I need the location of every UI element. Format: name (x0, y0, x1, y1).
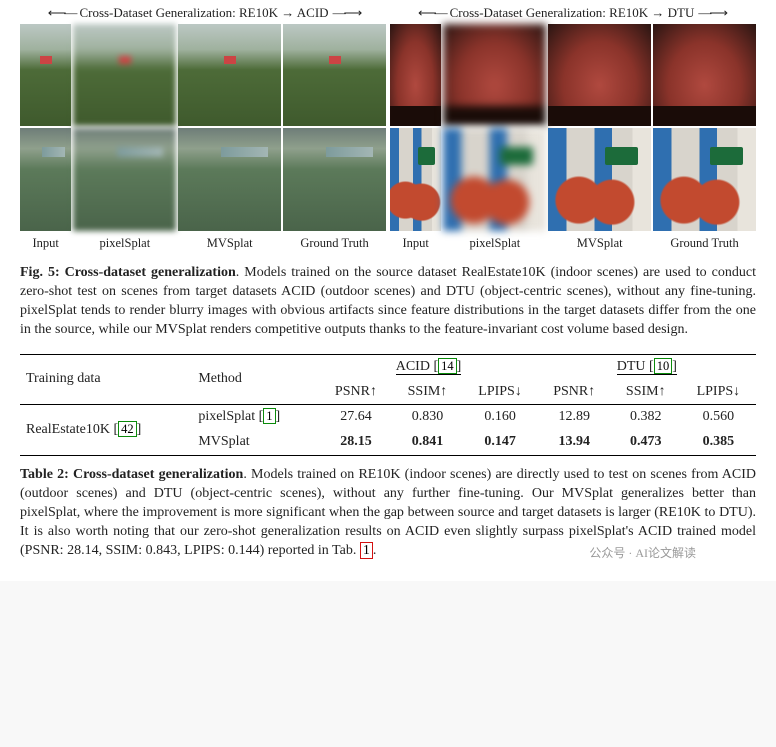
sample-image (178, 128, 281, 231)
sample-image (73, 128, 176, 231)
td-val: 0.160 (462, 405, 537, 430)
th-dtu: DTU [10] (538, 355, 756, 380)
sample-image (178, 24, 281, 127)
th-acid-label: ACID (396, 359, 430, 374)
sample-image (548, 24, 651, 127)
column-label: Input (20, 235, 71, 252)
sample-image (73, 24, 176, 127)
th-metric: PSNR↑ (319, 380, 392, 405)
image-row (20, 128, 386, 231)
image-panel-dtu: Input pixelSplat MVSplat Ground Truth (390, 24, 756, 253)
th-acid: ACID [14] (319, 355, 537, 380)
sample-image (653, 128, 756, 231)
td-val: 0.841 (393, 430, 463, 455)
image-row (20, 24, 386, 127)
figure-caption-lead: Fig. 5: Cross-dataset generalization (20, 265, 236, 280)
column-label-row: Input pixelSplat MVSplat Ground Truth (390, 235, 756, 252)
td-val: 0.560 (681, 405, 756, 430)
td-val: 0.385 (681, 430, 756, 455)
sample-image (390, 128, 441, 231)
image-grid: Input pixelSplat MVSplat Ground Truth I (20, 24, 756, 253)
td-val: 12.89 (538, 405, 611, 430)
sample-image (653, 24, 756, 127)
column-label: Ground Truth (283, 235, 386, 252)
method-name: pixelSplat (198, 409, 255, 424)
image-panel-acid: Input pixelSplat MVSplat Ground Truth (20, 24, 386, 253)
sample-image (443, 24, 546, 127)
image-row (390, 24, 756, 127)
arrow-right-icon: —⟶ (698, 4, 726, 22)
column-label: MVSplat (178, 235, 281, 252)
th-metric: SSIM↑ (611, 380, 681, 405)
sample-image (283, 24, 386, 127)
sample-image (548, 128, 651, 231)
column-label: pixelSplat (73, 235, 176, 252)
arrow-right-icon: —⟶ (333, 4, 361, 22)
grid-header-right: ⟵— Cross-Dataset Generalization: RE10K →… (388, 4, 756, 22)
column-label: pixelSplat (443, 235, 546, 252)
sample-image (283, 128, 386, 231)
table-caption-lead: Table 2: Cross-dataset generalization (20, 467, 243, 482)
table-row: RealEstate10K [42] pixelSplat [1] 27.64 … (20, 405, 756, 430)
grid-header-left-label: Cross-Dataset Generalization: RE10K → AC… (79, 4, 328, 22)
table-header-row: Training data Method ACID [14] DTU [10] (20, 355, 756, 380)
th-acid-span: ACID [14] (396, 359, 462, 375)
sample-image (20, 24, 71, 127)
td-method: MVSplat (192, 430, 319, 455)
td-val: 0.473 (611, 430, 681, 455)
column-label: Ground Truth (653, 235, 756, 252)
td-val: 0.830 (393, 405, 463, 430)
grid-header-right-label: Cross-Dataset Generalization: RE10K → DT… (450, 4, 695, 22)
th-dtu-span: DTU [10] (617, 359, 677, 375)
figure-caption: Fig. 5: Cross-dataset generalization. Mo… (20, 264, 756, 340)
paper-page: ⟵— Cross-Dataset Generalization: RE10K →… (0, 0, 776, 581)
td-training-data: RealEstate10K [42] (20, 405, 192, 455)
column-label: MVSplat (548, 235, 651, 252)
td-val: 27.64 (319, 405, 392, 430)
sample-image (390, 24, 441, 127)
grid-header-row: ⟵— Cross-Dataset Generalization: RE10K →… (20, 4, 756, 22)
td-val: 28.15 (319, 430, 392, 455)
column-label: Input (390, 235, 441, 252)
th-training-data: Training data (20, 355, 192, 405)
results-table-inner: Training data Method ACID [14] DTU [10] … (20, 355, 756, 456)
arrow-left-icon: ⟵— (48, 4, 76, 22)
grid-header-left: ⟵— Cross-Dataset Generalization: RE10K →… (20, 4, 388, 22)
citation-link[interactable]: 10 (654, 358, 673, 374)
results-table: Training data Method ACID [14] DTU [10] … (20, 354, 756, 457)
column-label-row: Input pixelSplat MVSplat Ground Truth (20, 235, 386, 252)
sample-image (443, 128, 546, 231)
image-row (390, 128, 756, 231)
td-val: 13.94 (538, 430, 611, 455)
td-val: 0.382 (611, 405, 681, 430)
arrow-left-icon: ⟵— (418, 4, 446, 22)
th-method: Method (192, 355, 319, 405)
th-dtu-label: DTU (617, 359, 646, 374)
th-metric: SSIM↑ (393, 380, 463, 405)
watermark-text: 公众号 · AI论文解读 (20, 545, 696, 561)
th-metric: LPIPS↓ (462, 380, 537, 405)
td-method: pixelSplat [1] (192, 405, 319, 430)
citation-link[interactable]: 42 (118, 421, 137, 437)
th-metric: PSNR↑ (538, 380, 611, 405)
td-val: 0.147 (462, 430, 537, 455)
citation-link[interactable]: 1 (263, 408, 275, 424)
training-data-value: RealEstate10K (26, 422, 110, 437)
sample-image (20, 128, 71, 231)
citation-link[interactable]: 14 (438, 358, 457, 374)
th-metric: LPIPS↓ (681, 380, 756, 405)
